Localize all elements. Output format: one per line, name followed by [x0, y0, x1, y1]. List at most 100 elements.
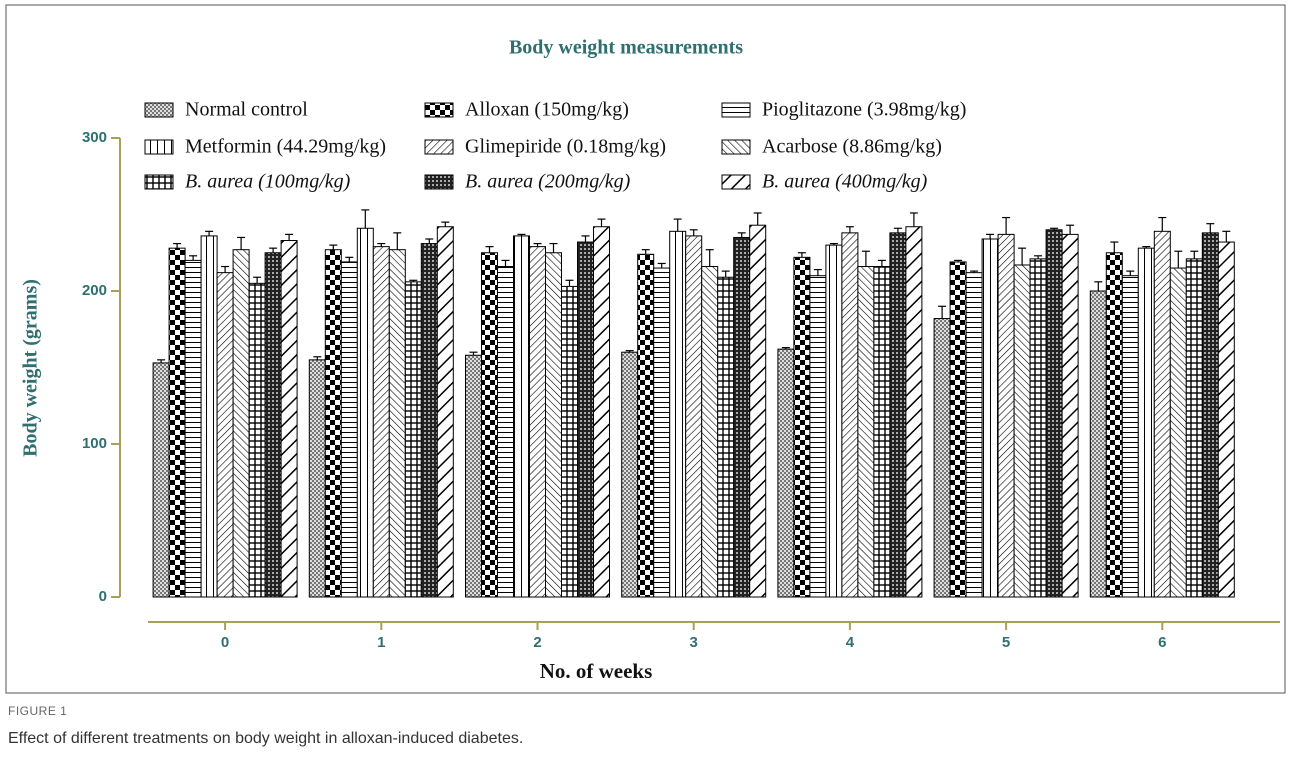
bar [513, 235, 530, 598]
bar [1201, 232, 1219, 598]
bar [793, 256, 811, 598]
bar [561, 285, 578, 598]
chart: Body weight measurements No. of weeks Bo… [5, 4, 1286, 694]
bar [465, 354, 482, 598]
x-tick-label: 4 [846, 634, 855, 651]
chart-frame [5, 4, 1286, 694]
bar [1153, 230, 1171, 598]
legend-label: Acarbose (8.86mg/kg) [762, 136, 942, 158]
bar [420, 243, 438, 598]
bar [436, 226, 454, 598]
bar [152, 362, 170, 598]
bar [933, 318, 951, 598]
x-axis-label: No. of weeks [540, 659, 653, 683]
x-tick-label: 1 [377, 634, 385, 651]
bar [965, 272, 983, 598]
bar [388, 249, 406, 598]
x-tick-label: 6 [1158, 634, 1166, 651]
bar [701, 266, 719, 598]
bar [749, 224, 767, 598]
bar [685, 235, 703, 598]
bar [1089, 290, 1107, 598]
bar [857, 266, 875, 598]
bar [981, 238, 999, 598]
bar [905, 226, 923, 598]
bar [264, 252, 282, 598]
y-tick-label: 300 [82, 129, 107, 146]
bar [669, 230, 687, 598]
bar [184, 259, 202, 598]
bar [653, 267, 671, 598]
bar [545, 252, 562, 598]
legend-swatch [424, 174, 454, 190]
legend-label: Pioglitazone (3.98mg/kg) [762, 99, 966, 121]
bar [873, 266, 891, 598]
bar [1217, 241, 1235, 598]
legend-label: Normal control [185, 99, 308, 121]
bar [529, 246, 546, 598]
figure-label: FIGURE 1 [8, 704, 68, 718]
bar [1185, 258, 1203, 598]
legend-label: B. aurea (100mg/kg) [185, 171, 351, 193]
figure-caption: Effect of different treatments on body w… [8, 730, 524, 747]
legend-swatch [721, 139, 751, 155]
y-tick-label: 100 [82, 435, 107, 452]
bar [1137, 247, 1155, 598]
bar [621, 351, 639, 598]
y-axis-label: Body weight (grams) [20, 279, 42, 457]
bar [200, 235, 218, 598]
x-tick-label: 2 [533, 634, 541, 651]
bar [809, 275, 827, 598]
legend-swatch [721, 174, 751, 190]
bar [404, 281, 422, 598]
bar [949, 261, 967, 598]
bar [324, 249, 342, 598]
chart-title: Body weight measurements [509, 37, 743, 59]
bar [1045, 229, 1063, 598]
y-tick-label: 200 [82, 282, 107, 299]
x-tick-label: 5 [1002, 634, 1010, 651]
legend-swatch [424, 102, 454, 118]
bar [841, 232, 859, 598]
bar [717, 276, 735, 598]
bar [168, 247, 186, 598]
bar [733, 236, 751, 598]
legend-label: Glimepiride (0.18mg/kg) [465, 136, 666, 158]
bar [280, 240, 298, 598]
bar [1013, 264, 1031, 598]
bar [1029, 258, 1047, 598]
bar [356, 227, 374, 598]
bar [232, 249, 250, 598]
bar [248, 282, 266, 598]
legend-label: B. aurea (400mg/kg) [762, 171, 928, 193]
x-tick-label: 3 [690, 634, 698, 651]
legend-label: Metformin (44.29mg/kg) [185, 136, 386, 158]
legend-swatch [424, 139, 454, 155]
bar [889, 232, 907, 598]
bar [481, 252, 498, 598]
bar [1169, 267, 1187, 598]
legend-swatch [144, 102, 174, 118]
bar [997, 233, 1015, 598]
bar [1061, 233, 1079, 598]
bar [777, 348, 795, 598]
legend-swatch [144, 139, 174, 155]
legend-swatch [721, 102, 751, 118]
bar [372, 246, 390, 598]
x-tick-label: 0 [221, 634, 229, 651]
bar [637, 253, 655, 598]
bar [497, 266, 514, 598]
legend-swatch [144, 174, 174, 190]
bar [577, 241, 594, 598]
y-tick-label: 0 [99, 588, 107, 605]
bar [593, 226, 610, 598]
bar [1121, 275, 1139, 598]
bar [308, 359, 326, 598]
bar [825, 244, 843, 598]
legend-label: Alloxan (150mg/kg) [465, 99, 629, 121]
legend-label: B. aurea (200mg/kg) [465, 171, 631, 193]
bar [1105, 252, 1123, 598]
bar [216, 272, 234, 598]
bar [340, 261, 358, 598]
